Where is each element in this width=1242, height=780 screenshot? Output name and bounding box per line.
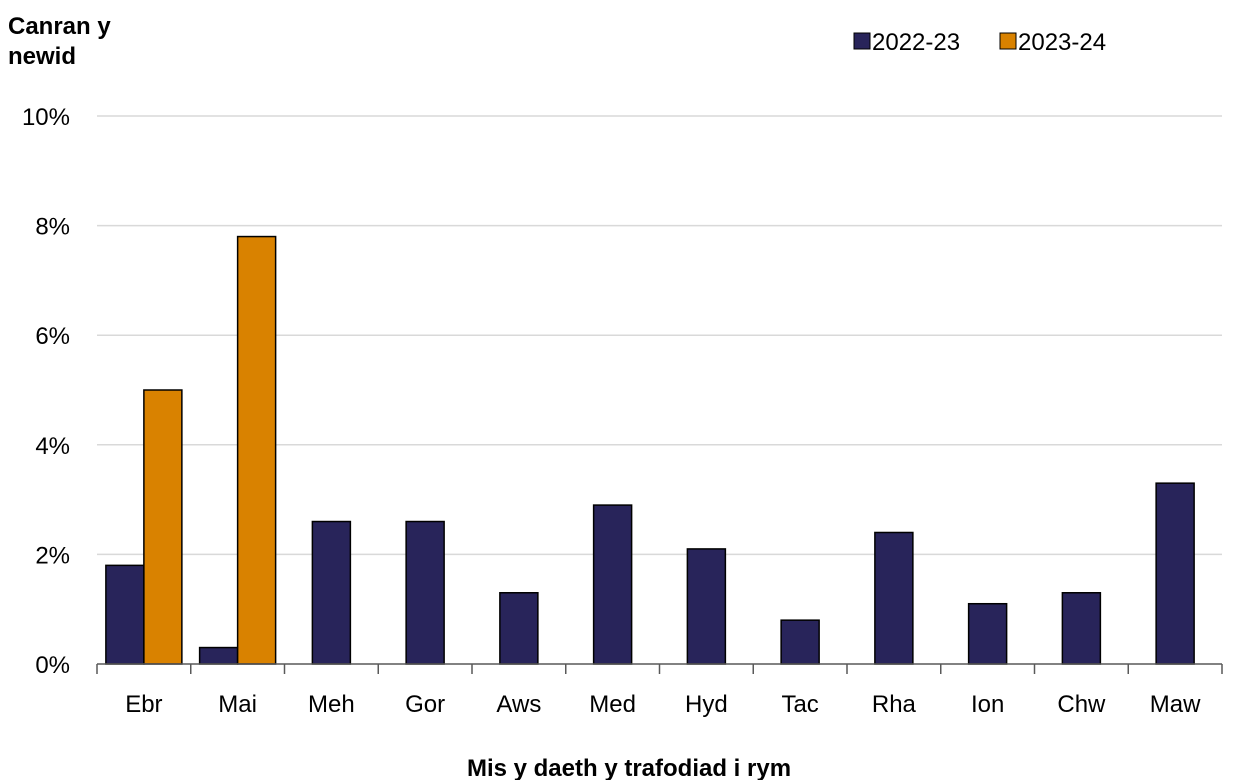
x-tick-label-rha: Rha xyxy=(872,691,917,718)
x-tick-label-hyd: Hyd xyxy=(685,691,728,718)
y-tick-label-2: 2% xyxy=(35,542,70,569)
legend-swatch-2023-24 xyxy=(999,32,1017,50)
bar-tac-2022-23 xyxy=(780,619,820,665)
bar-mai-2022-23 xyxy=(198,646,239,665)
x-tick-label-mai: Mai xyxy=(218,691,257,718)
x-tick-label-tac: Tac xyxy=(781,691,818,718)
bar-med-2022-23 xyxy=(592,504,633,665)
x-tick-label-ion: Ion xyxy=(971,691,1004,718)
y-tick-label-4: 4% xyxy=(35,433,70,460)
bar-ebr-2022-23 xyxy=(105,564,145,665)
x-axis-title: Mis y daeth y trafodiad i rym xyxy=(467,755,791,780)
x-tick-label-gor: Gor xyxy=(405,691,445,718)
x-tick-label-maw: Maw xyxy=(1150,691,1201,718)
x-tick-label-meh: Meh xyxy=(308,691,355,718)
y-tick-label-0: 0% xyxy=(35,652,70,679)
legend-label-2022-23: 2022-23 xyxy=(872,29,960,56)
y-tick-label-10: 10% xyxy=(22,104,70,131)
bar-rha-2022-23 xyxy=(874,531,914,665)
bar-chw-2022-23 xyxy=(1061,592,1102,665)
y-axis-title: Canran y newid xyxy=(8,13,117,70)
bar-ion-2022-23 xyxy=(967,602,1008,665)
bar-maw-2022-23 xyxy=(1155,482,1195,665)
legend-label-2023-24: 2023-24 xyxy=(1018,29,1106,56)
y-tick-label-8: 8% xyxy=(35,214,70,241)
y-tick-label-6: 6% xyxy=(35,323,70,350)
bar-aws-2022-23 xyxy=(499,592,539,665)
legend-swatch-2022-23 xyxy=(853,32,871,50)
bar-hyd-2022-23 xyxy=(686,548,727,665)
bar-gor-2022-23 xyxy=(405,520,445,665)
x-axis-ticks: Ebr Mai Meh Gor Aws Med Hyd Tac Rha Ion Chw Maw xyxy=(125,691,1201,718)
bars xyxy=(105,235,1195,665)
legend: 2022-23 2023-24 xyxy=(853,29,1106,56)
x-axis xyxy=(96,663,1223,674)
bar-mai-2023-24 xyxy=(236,235,277,665)
bar-meh-2022-23 xyxy=(311,520,352,665)
x-tick-label-aws: Aws xyxy=(496,691,541,718)
y-axis-title-line-1: Canran y xyxy=(8,13,111,40)
x-tick-label-med: Med xyxy=(589,691,636,718)
gridlines xyxy=(97,115,1222,556)
y-axis-title-line-2: newid xyxy=(8,43,76,70)
bar-ebr-2023-24 xyxy=(143,389,183,665)
x-tick-label-chw: Chw xyxy=(1057,691,1106,718)
y-axis-ticks: 0% 2% 4% 6% 8% 10% xyxy=(22,104,70,679)
x-tick-label-ebr: Ebr xyxy=(125,691,162,718)
